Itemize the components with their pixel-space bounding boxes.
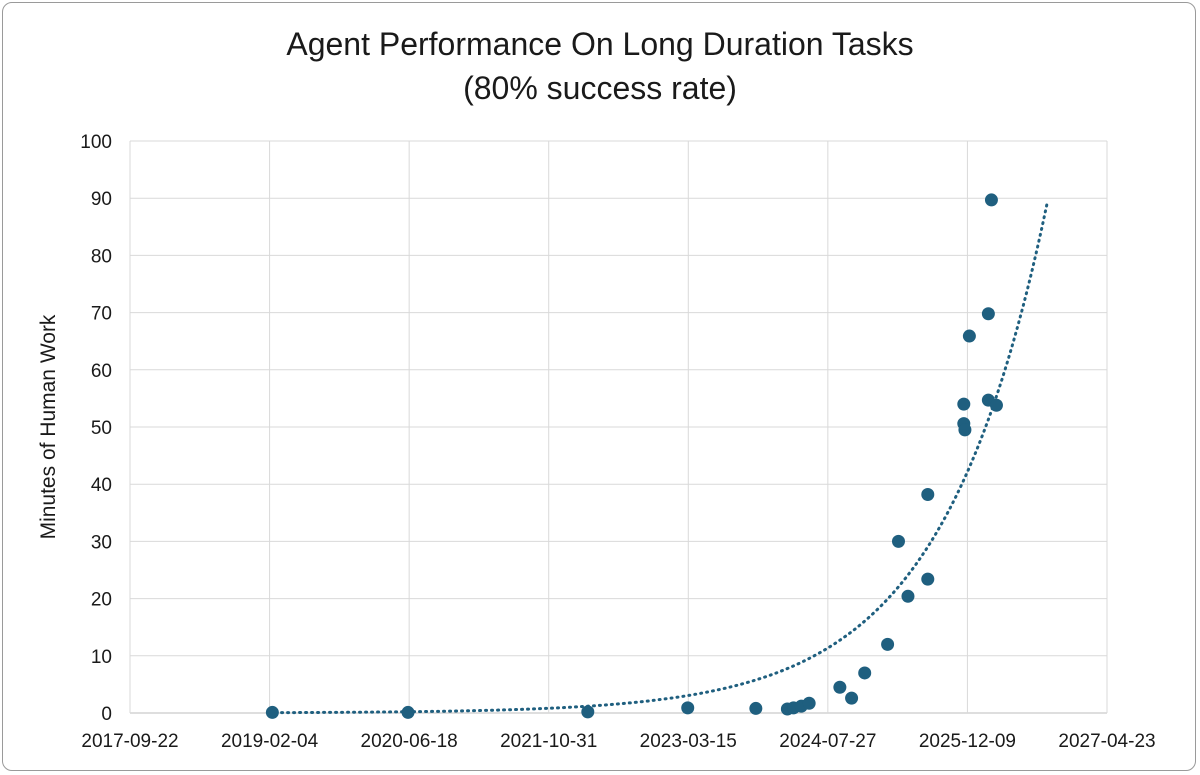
data-point — [957, 397, 971, 411]
x-tick-label: 2019-02-04 — [221, 731, 319, 752]
data-point — [921, 572, 935, 586]
data-points — [265, 193, 1003, 719]
y-axis-label: Minutes of Human Work — [37, 314, 60, 539]
data-point — [265, 705, 279, 719]
y-tick-label: 0 — [101, 704, 112, 725]
data-point — [989, 398, 1003, 412]
chart-subtitle: (80% success rate) — [463, 70, 737, 106]
y-tick-label: 10 — [91, 647, 112, 668]
data-point — [981, 307, 995, 321]
y-tick-label: 20 — [91, 590, 112, 611]
y-tick-label: 80 — [91, 246, 112, 267]
data-point — [833, 680, 847, 694]
x-tick-label: 2027-04-23 — [1058, 731, 1155, 752]
data-point — [984, 193, 998, 207]
x-tick-label: 2025-12-09 — [919, 731, 1016, 752]
y-tick-label: 70 — [91, 304, 112, 325]
x-tick-label: 2024-07-27 — [779, 731, 876, 752]
y-tick-labels: 0 10 20 30 40 50 60 70 80 90 100 — [80, 132, 112, 725]
x-tick-labels: 2017-09-22 2019-02-04 2020-06-18 2021-10-31… — [81, 731, 1155, 752]
gridlines — [129, 140, 1108, 714]
data-point — [845, 691, 859, 705]
data-point — [962, 329, 976, 343]
trendline-group — [268, 202, 1049, 715]
data-point — [881, 637, 895, 651]
y-tick-label: 90 — [91, 189, 112, 210]
data-point — [749, 701, 763, 715]
data-point — [401, 705, 415, 719]
data-point — [681, 701, 695, 715]
data-point — [901, 589, 915, 603]
trendline — [268, 202, 1049, 715]
x-tick-label: 2020-06-18 — [361, 731, 458, 752]
x-tick-label: 2023-03-15 — [640, 731, 737, 752]
y-tick-label: 40 — [91, 475, 112, 496]
x-tick-label: 2021-10-31 — [500, 731, 597, 752]
y-tick-label: 30 — [91, 532, 112, 553]
data-point — [581, 705, 595, 719]
y-tick-label: 50 — [91, 418, 112, 439]
data-point — [891, 534, 905, 548]
x-tick-label: 2017-09-22 — [81, 731, 178, 752]
data-point — [921, 487, 935, 501]
y-tick-label: 60 — [91, 361, 112, 382]
data-point — [858, 666, 872, 680]
data-point — [802, 696, 816, 710]
data-point — [958, 423, 972, 437]
y-tick-label: 100 — [80, 132, 112, 153]
chart-title: Agent Performance On Long Duration Tasks — [286, 26, 914, 62]
